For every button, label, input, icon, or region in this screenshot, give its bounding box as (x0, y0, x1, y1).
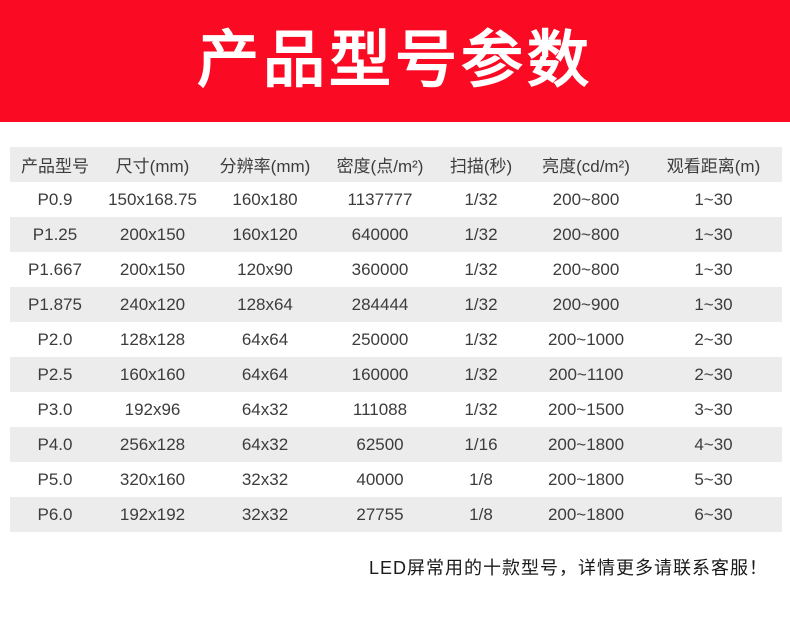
table-cell: 1~30 (694, 294, 733, 314)
table-cell: 40000 (356, 469, 404, 489)
table-cell: 250000 (351, 329, 409, 349)
table-cell: 1/8 (469, 469, 493, 489)
table-cell: 1~30 (694, 224, 733, 244)
table-cell: 240x120 (119, 294, 186, 314)
table-cell: P1.667 (28, 259, 82, 279)
column-header: 观看距离(m) (666, 157, 761, 176)
table-cell: 111088 (352, 399, 408, 419)
table-cell: 1~30 (694, 259, 733, 279)
table-cell: 150x168.75 (108, 189, 197, 209)
table-cell: 200~1800 (547, 504, 625, 524)
table-cell: 1/32 (464, 364, 498, 384)
table-cell: 64x32 (241, 399, 289, 419)
column-header: 分辨率(mm) (219, 157, 311, 176)
table-cell: 1/32 (464, 224, 498, 244)
table-row: P6.0 192x192 32x32 27755 1/8 200~1800 6~30 (10, 497, 782, 532)
table-cell: P2.0 (37, 329, 73, 349)
table-cell: 200~1800 (547, 434, 625, 454)
table-row: P0.9 150x168.75 160x180 1137777 1/32 200~800 1… (10, 182, 782, 217)
table-cell: 3~30 (694, 399, 733, 419)
column-header: 尺寸(mm) (115, 157, 190, 176)
page-title: 产品型号参数 (196, 26, 593, 95)
table-cell: P6.0 (37, 504, 73, 524)
table-row: P4.0 256x128 64x32 62500 1/16 200~1800 4~30 (10, 427, 782, 462)
table-row: P2.0 128x128 64x64 250000 1/32 200~1000 2~30 (10, 322, 782, 357)
table-row: P3.0 192x96 64x32 111088 1/32 200~1500 3~30 (10, 392, 782, 427)
table-cell: 640000 (351, 224, 409, 244)
table-cell: 200~800 (552, 259, 620, 279)
table-header-row: 产品型号 尺寸(mm) 分辨率(mm) 密度(点/m²) 扫描(秒) 亮度(cd/m²) 观… (10, 147, 782, 182)
table-cell: 200~1100 (548, 364, 624, 384)
table-cell: 160x160 (119, 364, 186, 384)
table-cell: 1/32 (464, 189, 498, 209)
table-cell: 320x160 (119, 469, 186, 489)
table-cell: 6~30 (694, 504, 733, 524)
table-cell: 1/32 (464, 329, 498, 349)
table-cell: 128x64 (237, 294, 293, 314)
table-cell: 200x150 (119, 259, 186, 279)
table-cell: P5.0 (37, 469, 73, 489)
table-row: P1.25 200x150 160x120 640000 1/32 200~800 1~30 (10, 217, 782, 252)
table-cell: 64x32 (241, 434, 289, 454)
table-cell: 192x96 (124, 399, 181, 419)
footer-note: LED屏常用的十款型号，详情更多请联系客服！ (368, 558, 768, 578)
table-cell: 200x150 (119, 224, 186, 244)
table-cell: 200~900 (552, 294, 620, 314)
table-cell: 1/16 (464, 434, 498, 454)
table-cell: 1/32 (464, 259, 498, 279)
table-cell: 360000 (351, 259, 409, 279)
table-cell: 284444 (351, 294, 409, 314)
table-cell: 5~30 (694, 469, 733, 489)
table-row: P2.5 160x160 64x64 160000 1/32 200~1100 2~30 (10, 357, 782, 392)
table-cell: 27755 (356, 504, 404, 524)
table-row: P1.875 240x120 128x64 284444 1/32 200~900 1~30 (10, 287, 782, 322)
column-header: 密度(点/m²) (336, 157, 424, 176)
table-cell: 128x128 (119, 329, 186, 349)
table-cell: 62500 (356, 434, 404, 454)
table-cell: 160x120 (232, 224, 298, 244)
table-cell: P0.9 (37, 189, 73, 209)
table-cell: 1137777 (347, 189, 413, 209)
table-cell: 200~1500 (547, 399, 625, 419)
table-cell: 200~1800 (547, 469, 625, 489)
table-cell: 32x32 (241, 504, 289, 524)
table-cell: 64x64 (241, 364, 289, 384)
table-row: P1.667 200x150 120x90 360000 1/32 200~800 1~30 (10, 252, 782, 287)
table-row: P5.0 320x160 32x32 40000 1/8 200~1800 5~30 (10, 462, 782, 497)
table-cell: P2.5 (37, 364, 73, 384)
table-cell: 1/32 (464, 399, 498, 419)
header-banner: 产品型号参数 (0, 0, 790, 122)
column-header: 产品型号 (21, 157, 89, 176)
table-cell: 256x128 (119, 434, 186, 454)
table-cell: 2~30 (694, 364, 733, 384)
table-cell: 160x180 (232, 189, 298, 209)
table-cell: 1~30 (694, 189, 733, 209)
table-cell: 200~800 (552, 189, 620, 209)
table-cell: 4~30 (694, 434, 733, 454)
table-cell: P1.25 (32, 224, 78, 244)
table-cell: 192x192 (119, 504, 186, 524)
table-cell: 200~1000 (547, 329, 625, 349)
table-cell: 1/32 (464, 294, 498, 314)
column-header: 扫描(秒) (449, 157, 513, 176)
table-cell: 200~800 (552, 224, 620, 244)
table-cell: 120x90 (237, 259, 293, 279)
table-cell: 2~30 (694, 329, 733, 349)
table-cell: 32x32 (241, 469, 289, 489)
table-cell: P4.0 (37, 434, 73, 454)
table-cell: P3.0 (37, 399, 73, 419)
table-cell: P1.875 (28, 294, 82, 314)
column-header: 亮度(cd/m²) (542, 157, 630, 176)
table-cell: 1/8 (469, 504, 493, 524)
table-cell: 160000 (351, 364, 409, 384)
table-cell: 64x64 (241, 329, 289, 349)
product-spec-table: 产品型号 尺寸(mm) 分辨率(mm) 密度(点/m²) 扫描(秒) 亮度(cd/m²) 观… (10, 147, 782, 532)
